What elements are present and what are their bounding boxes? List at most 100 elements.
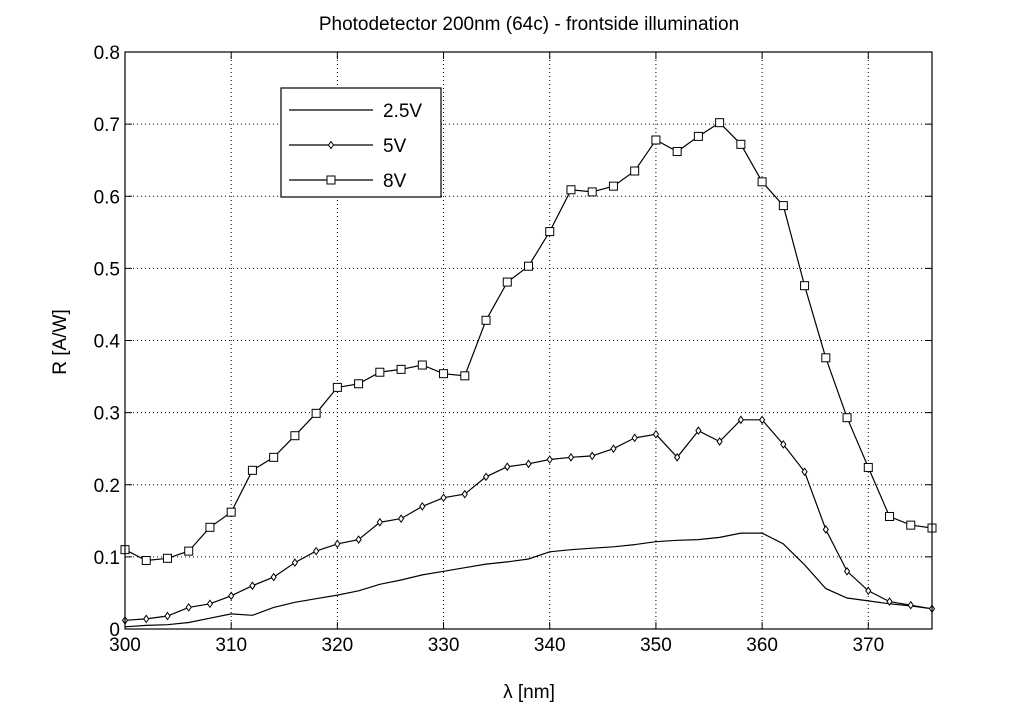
y-tick-label-0.5: 0.5 bbox=[94, 259, 120, 280]
x-tick-label-340: 340 bbox=[534, 635, 566, 656]
point-5V-344 bbox=[589, 451, 596, 461]
point-8V-332 bbox=[460, 371, 470, 381]
series-line-2.5V bbox=[124, 532, 933, 628]
point-8V-308 bbox=[205, 522, 215, 532]
point-5V-322 bbox=[355, 535, 362, 544]
point-8V-334 bbox=[481, 315, 491, 325]
point-8V-314 bbox=[269, 452, 279, 462]
point-8V-364 bbox=[800, 281, 810, 291]
y-tick-label-0.7: 0.7 bbox=[94, 115, 120, 136]
legend-label-2.5V: 2.5V bbox=[383, 101, 422, 122]
point-5V-312 bbox=[249, 581, 256, 591]
point-8V-324 bbox=[375, 367, 385, 377]
point-5V-324 bbox=[376, 517, 383, 527]
point-8V-346 bbox=[608, 181, 618, 191]
point-5V-370 bbox=[865, 586, 872, 596]
point-8V-348 bbox=[630, 166, 640, 176]
grid bbox=[125, 52, 932, 629]
x-tick-label-360: 360 bbox=[746, 635, 778, 656]
point-5V-326 bbox=[397, 514, 405, 524]
legend-label-5V: 5V bbox=[383, 136, 407, 157]
point-8V-302 bbox=[141, 555, 151, 565]
point-5V-334 bbox=[482, 472, 490, 482]
legend-box bbox=[280, 87, 442, 198]
point-8V-356 bbox=[715, 118, 725, 128]
point-8V-328 bbox=[417, 360, 427, 370]
y-axis-title: R [A/W] bbox=[50, 309, 71, 374]
point-5V-356 bbox=[716, 437, 723, 446]
y-tick-label-0.2: 0.2 bbox=[94, 476, 120, 497]
point-8V-306 bbox=[184, 546, 194, 556]
point-8V-330 bbox=[439, 369, 449, 379]
point-5V-328 bbox=[419, 502, 426, 511]
chart-title: Photodetector 200nm (64c) - frontside il… bbox=[319, 14, 739, 35]
point-8V-320 bbox=[332, 382, 342, 392]
point-8V-326 bbox=[396, 364, 406, 374]
point-8V-312 bbox=[247, 465, 257, 475]
point-8V-318 bbox=[311, 408, 321, 418]
point-8V-350 bbox=[651, 135, 661, 145]
point-5V-330 bbox=[440, 493, 447, 503]
point-8V-362 bbox=[778, 201, 788, 211]
point-5V-336 bbox=[504, 462, 511, 472]
point-5V-372 bbox=[886, 597, 893, 606]
legend: 2.5V 5V 8V bbox=[280, 87, 442, 198]
x-tick-label-310: 310 bbox=[215, 635, 247, 656]
point-5V-348 bbox=[631, 433, 638, 443]
point-8V-370 bbox=[863, 462, 873, 472]
point-5V-368 bbox=[843, 566, 851, 576]
point-5V-346 bbox=[610, 444, 617, 454]
point-5V-316 bbox=[291, 558, 299, 568]
legend-marker-8V bbox=[326, 175, 336, 185]
point-5V-320 bbox=[334, 539, 341, 549]
point-8V-340 bbox=[545, 227, 555, 237]
point-8V-310 bbox=[226, 507, 236, 517]
point-8V-336 bbox=[502, 277, 512, 287]
x-tick-label-350: 350 bbox=[640, 635, 672, 656]
point-5V-360 bbox=[758, 415, 766, 425]
point-5V-340 bbox=[546, 455, 553, 464]
point-8V-304 bbox=[162, 553, 172, 563]
y-tick-label-0: 0 bbox=[109, 620, 120, 641]
y-tick-label-0.4: 0.4 bbox=[94, 332, 121, 353]
y-tick-label-0.3: 0.3 bbox=[94, 404, 120, 425]
x-tick-label-330: 330 bbox=[428, 635, 460, 656]
point-5V-310 bbox=[228, 591, 235, 601]
point-8V-322 bbox=[354, 379, 364, 389]
legend-label-8V: 8V bbox=[383, 171, 407, 192]
point-5V-338 bbox=[525, 459, 532, 469]
series-5V bbox=[121, 415, 936, 625]
point-5V-362 bbox=[780, 439, 787, 449]
point-5V-354 bbox=[695, 426, 702, 436]
y-tick-label-0.6: 0.6 bbox=[94, 187, 120, 208]
x-tick-label-320: 320 bbox=[322, 635, 354, 656]
point-8V-368 bbox=[842, 413, 852, 423]
point-5V-302 bbox=[143, 614, 150, 624]
plot-area bbox=[125, 52, 932, 629]
point-8V-354 bbox=[693, 131, 703, 141]
point-8V-374 bbox=[906, 520, 916, 530]
point-8V-358 bbox=[736, 139, 746, 149]
point-8V-342 bbox=[566, 185, 576, 195]
point-5V-304 bbox=[164, 611, 171, 621]
point-8V-338 bbox=[524, 261, 533, 271]
y-tick-label-0.1: 0.1 bbox=[94, 548, 120, 569]
x-axis-title: λ [nm] bbox=[503, 682, 555, 703]
series-2.5V bbox=[124, 532, 933, 628]
point-8V-316 bbox=[290, 431, 300, 441]
point-8V-372 bbox=[885, 511, 895, 521]
point-8V-366 bbox=[821, 353, 831, 363]
point-8V-352 bbox=[672, 147, 682, 157]
point-5V-332 bbox=[461, 489, 468, 499]
point-5V-358 bbox=[737, 415, 744, 425]
point-5V-306 bbox=[185, 603, 192, 612]
point-5V-374 bbox=[907, 600, 914, 610]
point-5V-350 bbox=[652, 429, 660, 439]
point-8V-344 bbox=[587, 187, 597, 197]
x-tick-label-300: 300 bbox=[109, 635, 141, 656]
point-8V-360 bbox=[757, 177, 767, 187]
point-5V-342 bbox=[567, 452, 575, 462]
legend-marker-5V bbox=[327, 140, 335, 150]
x-tick-label-370: 370 bbox=[852, 635, 884, 656]
